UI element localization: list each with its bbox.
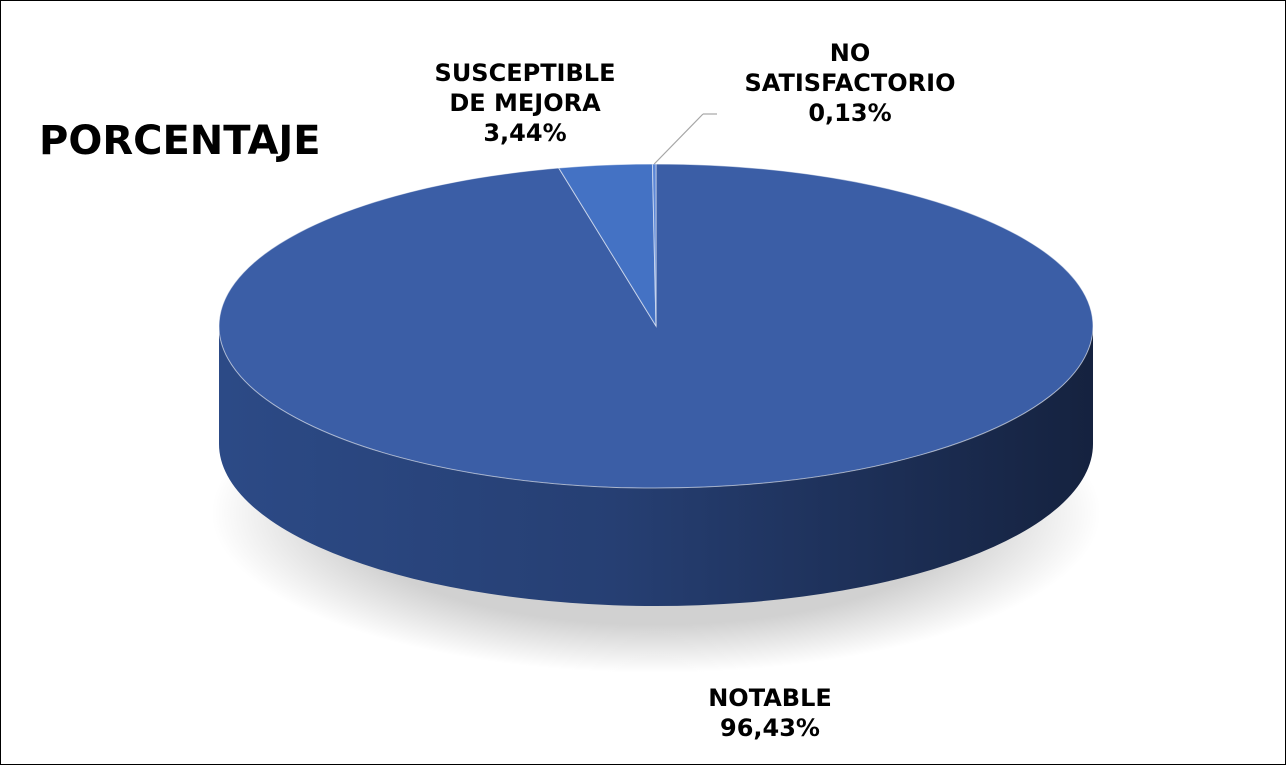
- leader-line-no-satisfactorio: [653, 113, 704, 165]
- chart-title: PORCENTAJE: [39, 118, 321, 164]
- data-label-susceptible-de-mejora: SUSCEPTIBLE DE MEJORA 3,44%: [435, 59, 616, 147]
- pie-side-wall: [219, 326, 1093, 606]
- data-label-no-satisfactorio: NO SATISFACTORIO 0,13%: [745, 39, 956, 127]
- data-label-notable: NOTABLE 96,43%: [708, 684, 832, 742]
